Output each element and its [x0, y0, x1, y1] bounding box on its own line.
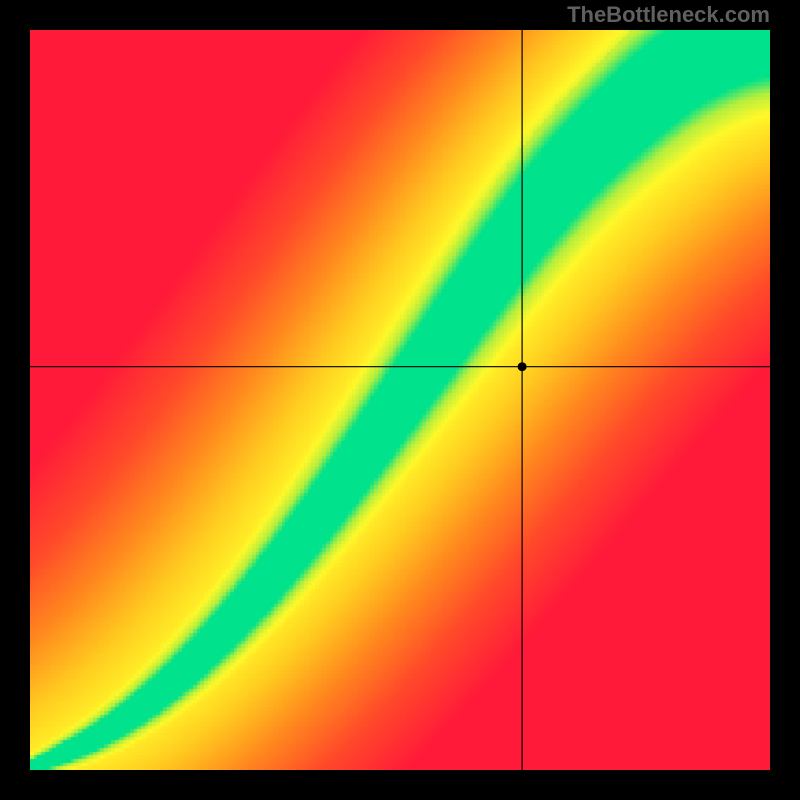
watermark-text: TheBottleneck.com: [567, 2, 770, 28]
bottleneck-heatmap: [30, 30, 770, 770]
chart-container: TheBottleneck.com: [0, 0, 800, 800]
